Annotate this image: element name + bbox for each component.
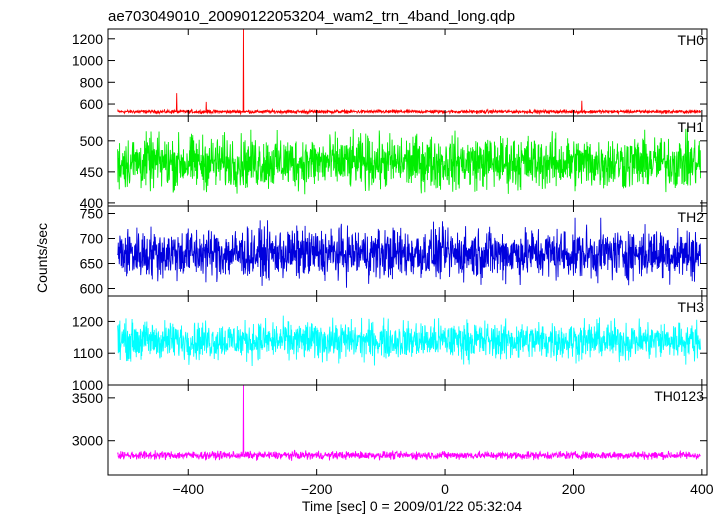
panel-th1: 400 450 500 TH1	[80, 115, 708, 211]
y-tick-label: 800	[80, 74, 104, 90]
series-th2	[117, 217, 702, 288]
x-axis-label: Time [sec] 0 = 2009/01/22 05:32:04	[302, 498, 522, 514]
series-th3	[117, 315, 702, 367]
y-tick-label: 1100	[73, 345, 103, 361]
panel-th2: 600 650 700 750 TH2	[80, 205, 708, 297]
chart-title: ae703049010_20090122053204_wam2_trn_4ban…	[108, 8, 515, 25]
panel-th0123: 3000 3500 TH0123	[72, 384, 708, 476]
x-tick-label: 0	[441, 481, 449, 497]
y-tick-label: 750	[80, 206, 104, 222]
series-th0123	[117, 385, 701, 461]
y-tick-label: 700	[80, 231, 104, 247]
y-tick-label: 400	[80, 195, 104, 211]
y-tick-label: 650	[80, 256, 104, 272]
panel-label: TH3	[678, 299, 705, 315]
x-tick-label: 400	[690, 481, 714, 497]
panel-frame	[107, 384, 708, 476]
y-tick-label: 1000	[72, 377, 103, 393]
y-tick-label: 3000	[72, 433, 103, 449]
panel-label: TH1	[678, 119, 705, 135]
series-th0	[117, 29, 702, 116]
y-tick-label: 1200	[72, 313, 103, 329]
y-tick-label: 600	[80, 96, 104, 112]
y-tick-label: 1200	[72, 31, 103, 47]
y-tick-label: 450	[80, 164, 104, 180]
panel-label: TH0123	[654, 388, 704, 404]
y-tick-label: 500	[80, 133, 104, 149]
panel-th3: 1000 1100 1200 TH3	[72, 295, 708, 393]
x-tick-label: 200	[562, 481, 586, 497]
y-tick-label: 1000	[72, 53, 103, 69]
panel-label: TH2	[678, 209, 705, 225]
panels: 600 800 1000 1200 TH0 400 450 500 TH1 600 650 700 75…	[72, 28, 708, 476]
panel-th0: 600 800 1000 1200 TH0	[72, 28, 708, 117]
x-tick-label: −200	[301, 481, 333, 497]
y-tick-label: 600	[80, 281, 104, 297]
y-tick-label: 3500	[72, 390, 103, 406]
x-tick-label: −400	[172, 481, 204, 497]
y-axis-label: Counts/sec	[34, 223, 50, 293]
series-th1	[117, 128, 702, 195]
panel-label: TH0	[678, 32, 705, 48]
panel-frame	[107, 28, 708, 117]
x-axis: −400 −200 0 200 400	[172, 481, 713, 497]
